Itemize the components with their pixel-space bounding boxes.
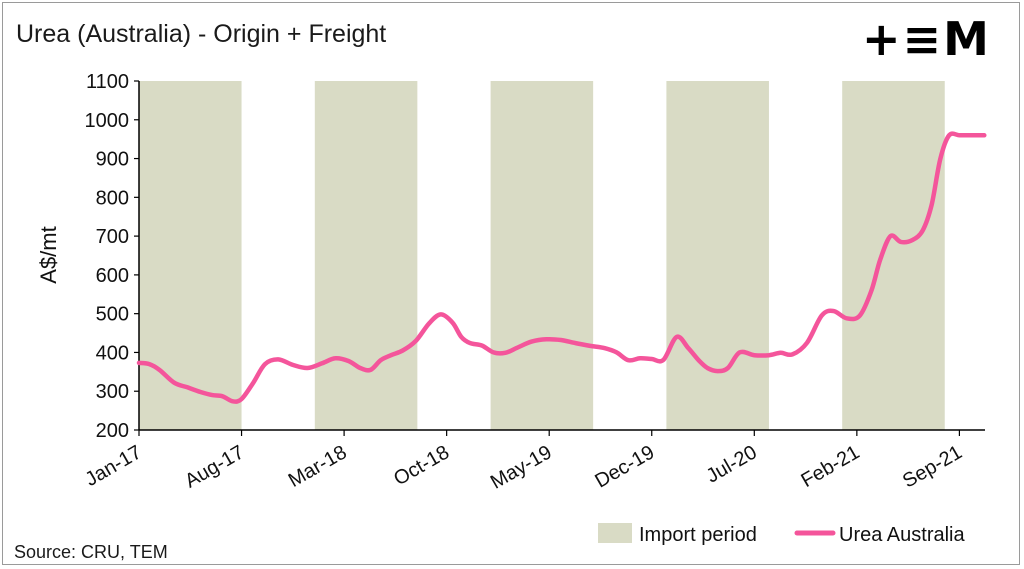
x-axis: Jan-17 Aug-17 Mar-18 Oct-18 May-19 Dec-19 Jul-… bbox=[82, 429, 985, 494]
x-tick-label: Jan-17 bbox=[82, 441, 146, 491]
x-tick-label: Dec-19 bbox=[591, 441, 658, 492]
y-tick-label: 400 bbox=[96, 342, 129, 364]
source-note: Source: CRU, TEM bbox=[14, 542, 168, 562]
chart-title: Urea (Australia) - Origin + Freight bbox=[16, 20, 387, 48]
import-period-band-1 bbox=[139, 81, 242, 430]
import-period-band-3 bbox=[490, 81, 594, 430]
y-tick-label: 500 bbox=[96, 304, 129, 326]
tem-logo: +≡M bbox=[862, 12, 991, 66]
x-tick-label: Mar-18 bbox=[285, 441, 351, 492]
legend-label-urea-australia: Urea Australia bbox=[839, 524, 965, 546]
y-tick-label: 800 bbox=[96, 187, 129, 209]
import-period-band-5 bbox=[842, 81, 945, 430]
legend-label-import-period: Import period bbox=[639, 524, 757, 546]
x-tick-label: Jul-20 bbox=[703, 441, 761, 487]
legend: Import period Urea Australia bbox=[598, 523, 965, 546]
y-tick-label: 900 bbox=[96, 149, 129, 171]
y-tick-label: 1100 bbox=[86, 71, 129, 93]
import-period-band-4 bbox=[666, 81, 769, 430]
y-tick-label: 600 bbox=[96, 265, 129, 287]
y-tick-label: 1000 bbox=[85, 110, 130, 132]
x-tick-label: May-19 bbox=[487, 441, 556, 493]
x-tick-label: Feb-21 bbox=[797, 441, 863, 492]
x-tick-label: Aug-17 bbox=[181, 441, 248, 492]
x-tick-label: Oct-18 bbox=[390, 441, 453, 490]
y-axis: 200 300 400 500 600 700 800 900 1000 1100 bbox=[85, 71, 140, 442]
import-period-bands bbox=[139, 81, 945, 430]
x-tick-label: Sep-21 bbox=[899, 441, 966, 492]
y-tick-label: 700 bbox=[96, 226, 129, 248]
import-period-band-2 bbox=[314, 81, 418, 430]
legend-swatch-import-period bbox=[598, 523, 632, 543]
y-tick-label: 200 bbox=[96, 420, 129, 442]
y-axis-label: A$/mt bbox=[36, 226, 61, 283]
y-tick-label: 300 bbox=[96, 381, 129, 403]
series-layer bbox=[136, 131, 987, 404]
